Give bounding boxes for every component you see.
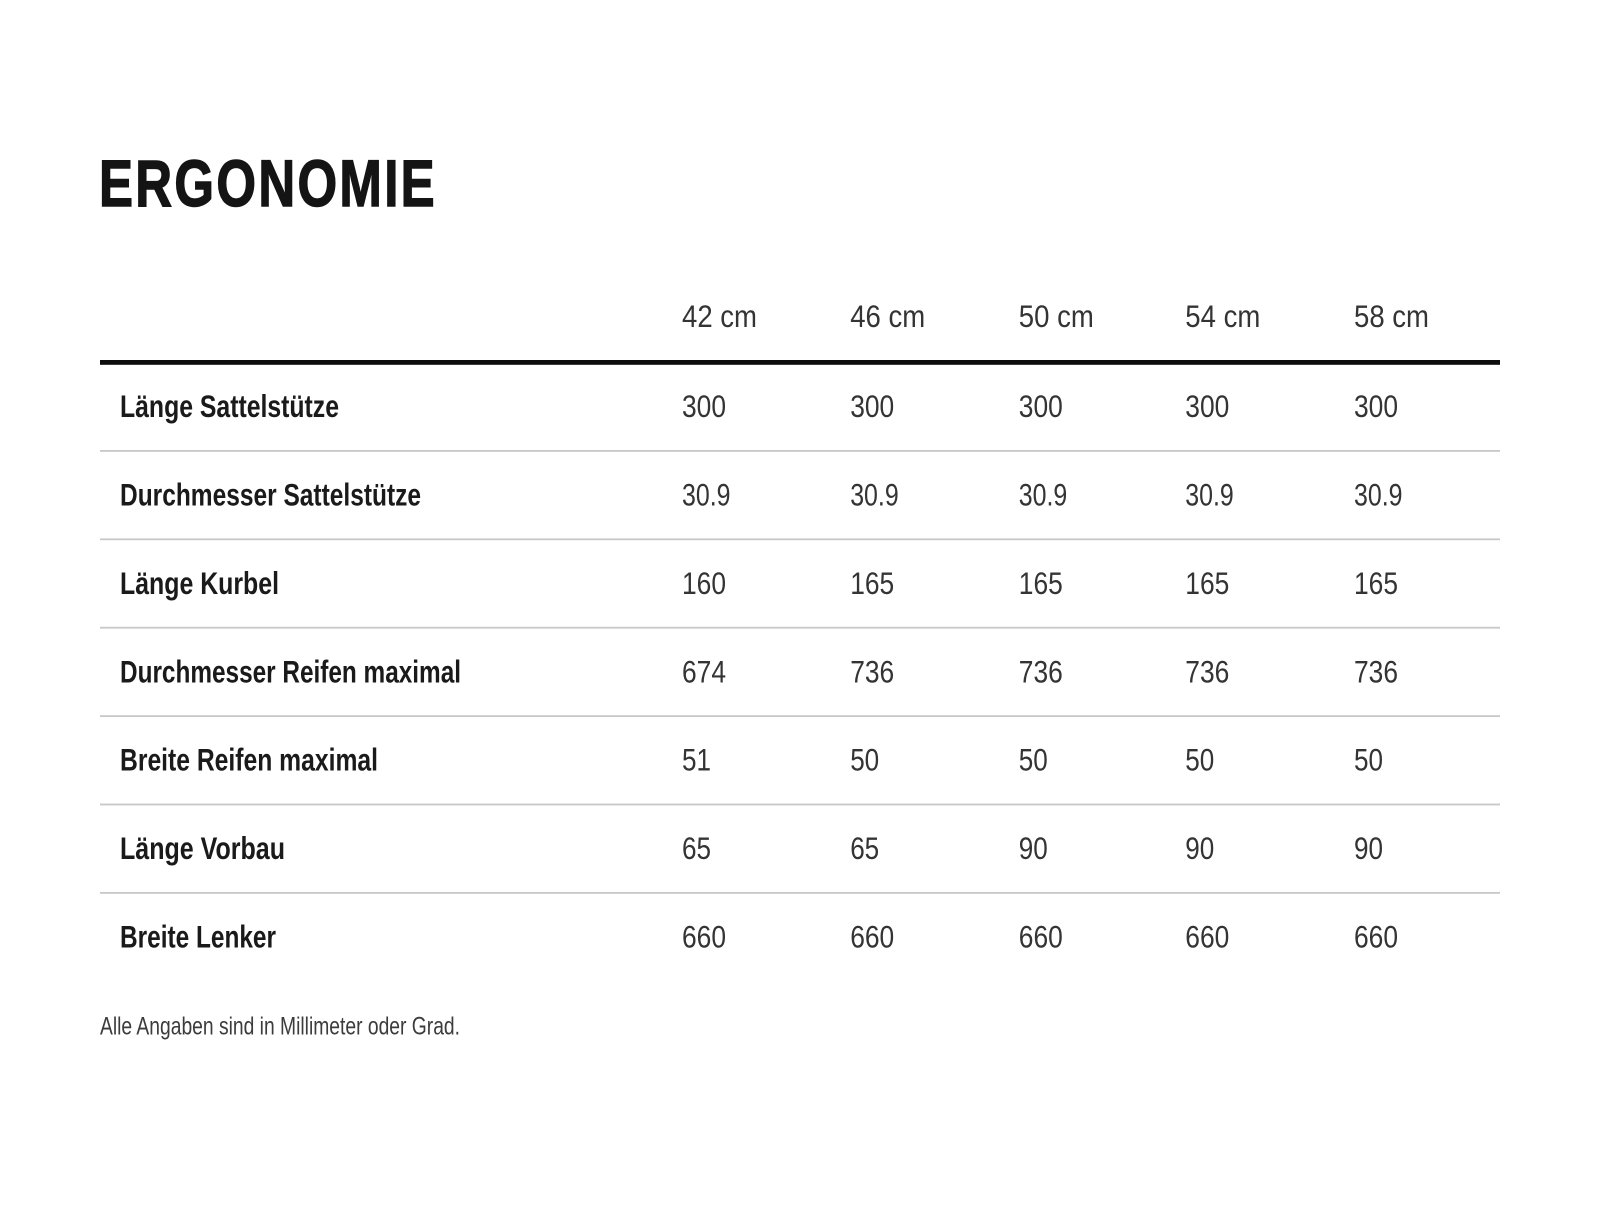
- svg-text:736: 736: [1185, 653, 1229, 689]
- svg-text:Durchmesser Reifen maximal: Durchmesser Reifen maximal: [120, 653, 461, 689]
- svg-text:50: 50: [1185, 742, 1214, 778]
- svg-text:90: 90: [1185, 830, 1214, 866]
- svg-text:736: 736: [1019, 653, 1063, 689]
- svg-text:Länge Vorbau: Länge Vorbau: [120, 830, 285, 866]
- svg-text:30.9: 30.9: [850, 477, 899, 513]
- svg-text:30.9: 30.9: [1185, 477, 1234, 513]
- svg-text:660: 660: [850, 919, 894, 955]
- svg-text:Länge Sattelstütze: Länge Sattelstütze: [120, 388, 339, 424]
- svg-text:300: 300: [682, 388, 726, 424]
- svg-text:90: 90: [1354, 830, 1383, 866]
- svg-text:165: 165: [1185, 565, 1229, 601]
- svg-text:65: 65: [850, 830, 879, 866]
- svg-text:Alle Angaben sind in Millimete: Alle Angaben sind in Millimeter oder Gra…: [100, 1013, 460, 1041]
- svg-text:42 cm: 42 cm: [682, 298, 757, 334]
- svg-text:660: 660: [1185, 919, 1229, 955]
- svg-text:300: 300: [850, 388, 894, 424]
- svg-text:674: 674: [682, 653, 726, 689]
- svg-text:660: 660: [1019, 919, 1063, 955]
- svg-text:300: 300: [1185, 388, 1229, 424]
- svg-text:ERGONOMIE: ERGONOMIE: [99, 146, 437, 220]
- svg-text:160: 160: [682, 565, 726, 601]
- svg-text:30.9: 30.9: [1019, 477, 1068, 513]
- svg-text:50: 50: [850, 742, 879, 778]
- svg-text:Durchmesser Sattelstütze: Durchmesser Sattelstütze: [120, 477, 421, 513]
- svg-text:50: 50: [1019, 742, 1048, 778]
- svg-text:50 cm: 50 cm: [1019, 298, 1094, 334]
- svg-text:300: 300: [1354, 388, 1398, 424]
- svg-text:65: 65: [682, 830, 711, 866]
- svg-text:58 cm: 58 cm: [1354, 298, 1429, 334]
- svg-text:90: 90: [1019, 830, 1048, 866]
- svg-text:660: 660: [1354, 919, 1398, 955]
- svg-text:Breite Lenker: Breite Lenker: [120, 919, 276, 955]
- svg-text:300: 300: [1019, 388, 1063, 424]
- svg-text:Länge Kurbel: Länge Kurbel: [120, 565, 279, 601]
- svg-text:736: 736: [850, 653, 894, 689]
- svg-text:660: 660: [682, 919, 726, 955]
- svg-text:Breite Reifen maximal: Breite Reifen maximal: [120, 742, 378, 778]
- svg-text:50: 50: [1354, 742, 1383, 778]
- svg-text:165: 165: [850, 565, 894, 601]
- svg-text:54 cm: 54 cm: [1185, 298, 1260, 334]
- svg-text:51: 51: [682, 742, 711, 778]
- svg-text:30.9: 30.9: [682, 477, 731, 513]
- svg-text:30.9: 30.9: [1354, 477, 1403, 513]
- svg-text:46 cm: 46 cm: [850, 298, 925, 334]
- svg-text:165: 165: [1019, 565, 1063, 601]
- svg-text:165: 165: [1354, 565, 1398, 601]
- svg-text:736: 736: [1354, 653, 1398, 689]
